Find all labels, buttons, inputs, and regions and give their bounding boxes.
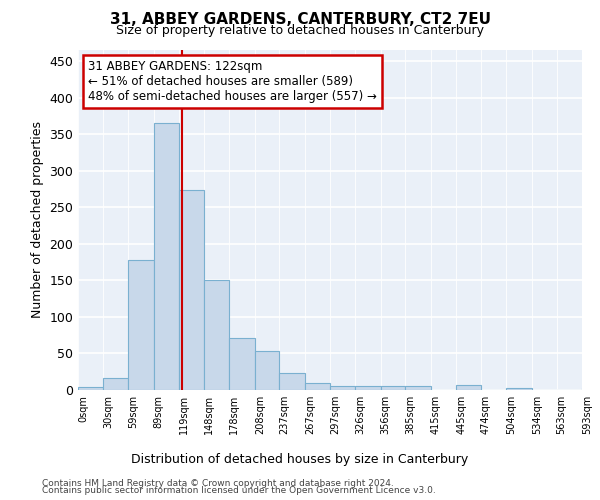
Bar xyxy=(280,373,305,390)
Bar xyxy=(355,386,380,390)
Bar xyxy=(506,388,532,390)
Bar xyxy=(103,378,128,390)
Bar xyxy=(456,385,481,390)
Bar xyxy=(405,386,431,390)
Text: Distribution of detached houses by size in Canterbury: Distribution of detached houses by size … xyxy=(131,452,469,466)
Y-axis label: Number of detached properties: Number of detached properties xyxy=(31,122,44,318)
Bar xyxy=(128,260,154,390)
Bar xyxy=(305,382,331,390)
Bar xyxy=(179,190,204,390)
Bar xyxy=(78,387,103,390)
Text: Size of property relative to detached houses in Canterbury: Size of property relative to detached ho… xyxy=(116,24,484,37)
Bar xyxy=(380,386,405,390)
Text: 31, ABBEY GARDENS, CANTERBURY, CT2 7EU: 31, ABBEY GARDENS, CANTERBURY, CT2 7EU xyxy=(110,12,491,28)
Bar xyxy=(255,350,280,390)
Text: 31 ABBEY GARDENS: 122sqm
← 51% of detached houses are smaller (589)
48% of semi-: 31 ABBEY GARDENS: 122sqm ← 51% of detach… xyxy=(88,60,377,103)
Bar xyxy=(154,123,179,390)
Bar xyxy=(582,388,600,390)
Text: Contains public sector information licensed under the Open Government Licence v3: Contains public sector information licen… xyxy=(42,486,436,495)
Bar xyxy=(204,280,229,390)
Text: Contains HM Land Registry data © Crown copyright and database right 2024.: Contains HM Land Registry data © Crown c… xyxy=(42,478,394,488)
Bar xyxy=(229,338,255,390)
Bar xyxy=(331,386,355,390)
